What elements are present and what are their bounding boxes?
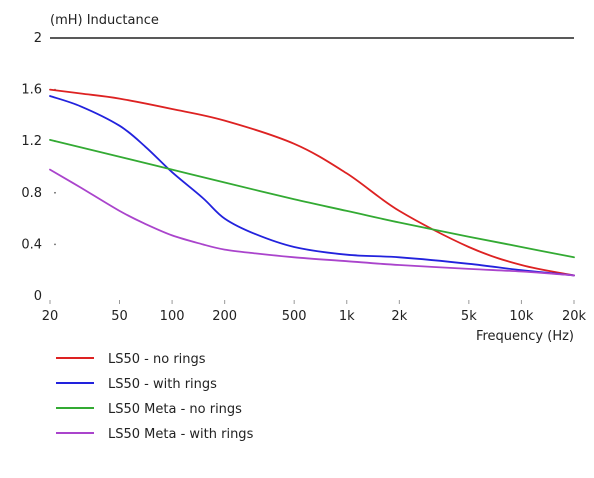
y-tick-label: 2 <box>34 31 42 46</box>
x-axis-ticks: 20 50 100 200 500 1k 2k 5k 10k 20k <box>42 300 587 324</box>
y-tick-dot <box>54 243 56 246</box>
legend: LS50 - no rings LS50 - with rings LS50 Met… <box>56 352 254 442</box>
x-tick-label: 100 <box>160 309 185 324</box>
x-tick-label: 10k <box>509 309 534 324</box>
series-line-1 <box>49 88 575 277</box>
x-tick-label: 20k <box>562 309 587 324</box>
x-axis-title: Frequency (Hz) <box>476 329 574 344</box>
x-tick-label: 20 <box>42 309 59 324</box>
series-line-2 <box>49 95 575 277</box>
series-lines <box>49 88 575 277</box>
y-tick-label: 0.4 <box>21 237 42 252</box>
y-axis-title: (mH) Inductance <box>50 13 159 28</box>
x-tick-label: 5k <box>461 309 477 324</box>
y-tick-label: 0.8 <box>21 186 42 201</box>
y-tick-label: 1.6 <box>21 83 42 98</box>
x-tick-label: 2k <box>391 309 407 324</box>
x-tick-label: 200 <box>212 309 237 324</box>
y-tick-dot <box>54 191 56 194</box>
y-tick-label: 0 <box>34 289 42 304</box>
x-tick-label: 500 <box>282 309 307 324</box>
x-tick-label: 50 <box>111 309 128 324</box>
series-line-4 <box>49 168 575 277</box>
x-tick-label: 1k <box>339 309 355 324</box>
legend-label-4: LS50 Meta - with rings <box>108 427 254 442</box>
legend-label-2: LS50 - with rings <box>108 377 217 392</box>
legend-label-3: LS50 Meta - no rings <box>108 402 242 417</box>
series-line-3 <box>49 139 575 259</box>
y-axis-ticks: 0 0.4 0.8 1.2 1.6 2 <box>21 31 56 304</box>
legend-label-1: LS50 - no rings <box>108 352 206 367</box>
y-tick-label: 1.2 <box>21 134 42 149</box>
